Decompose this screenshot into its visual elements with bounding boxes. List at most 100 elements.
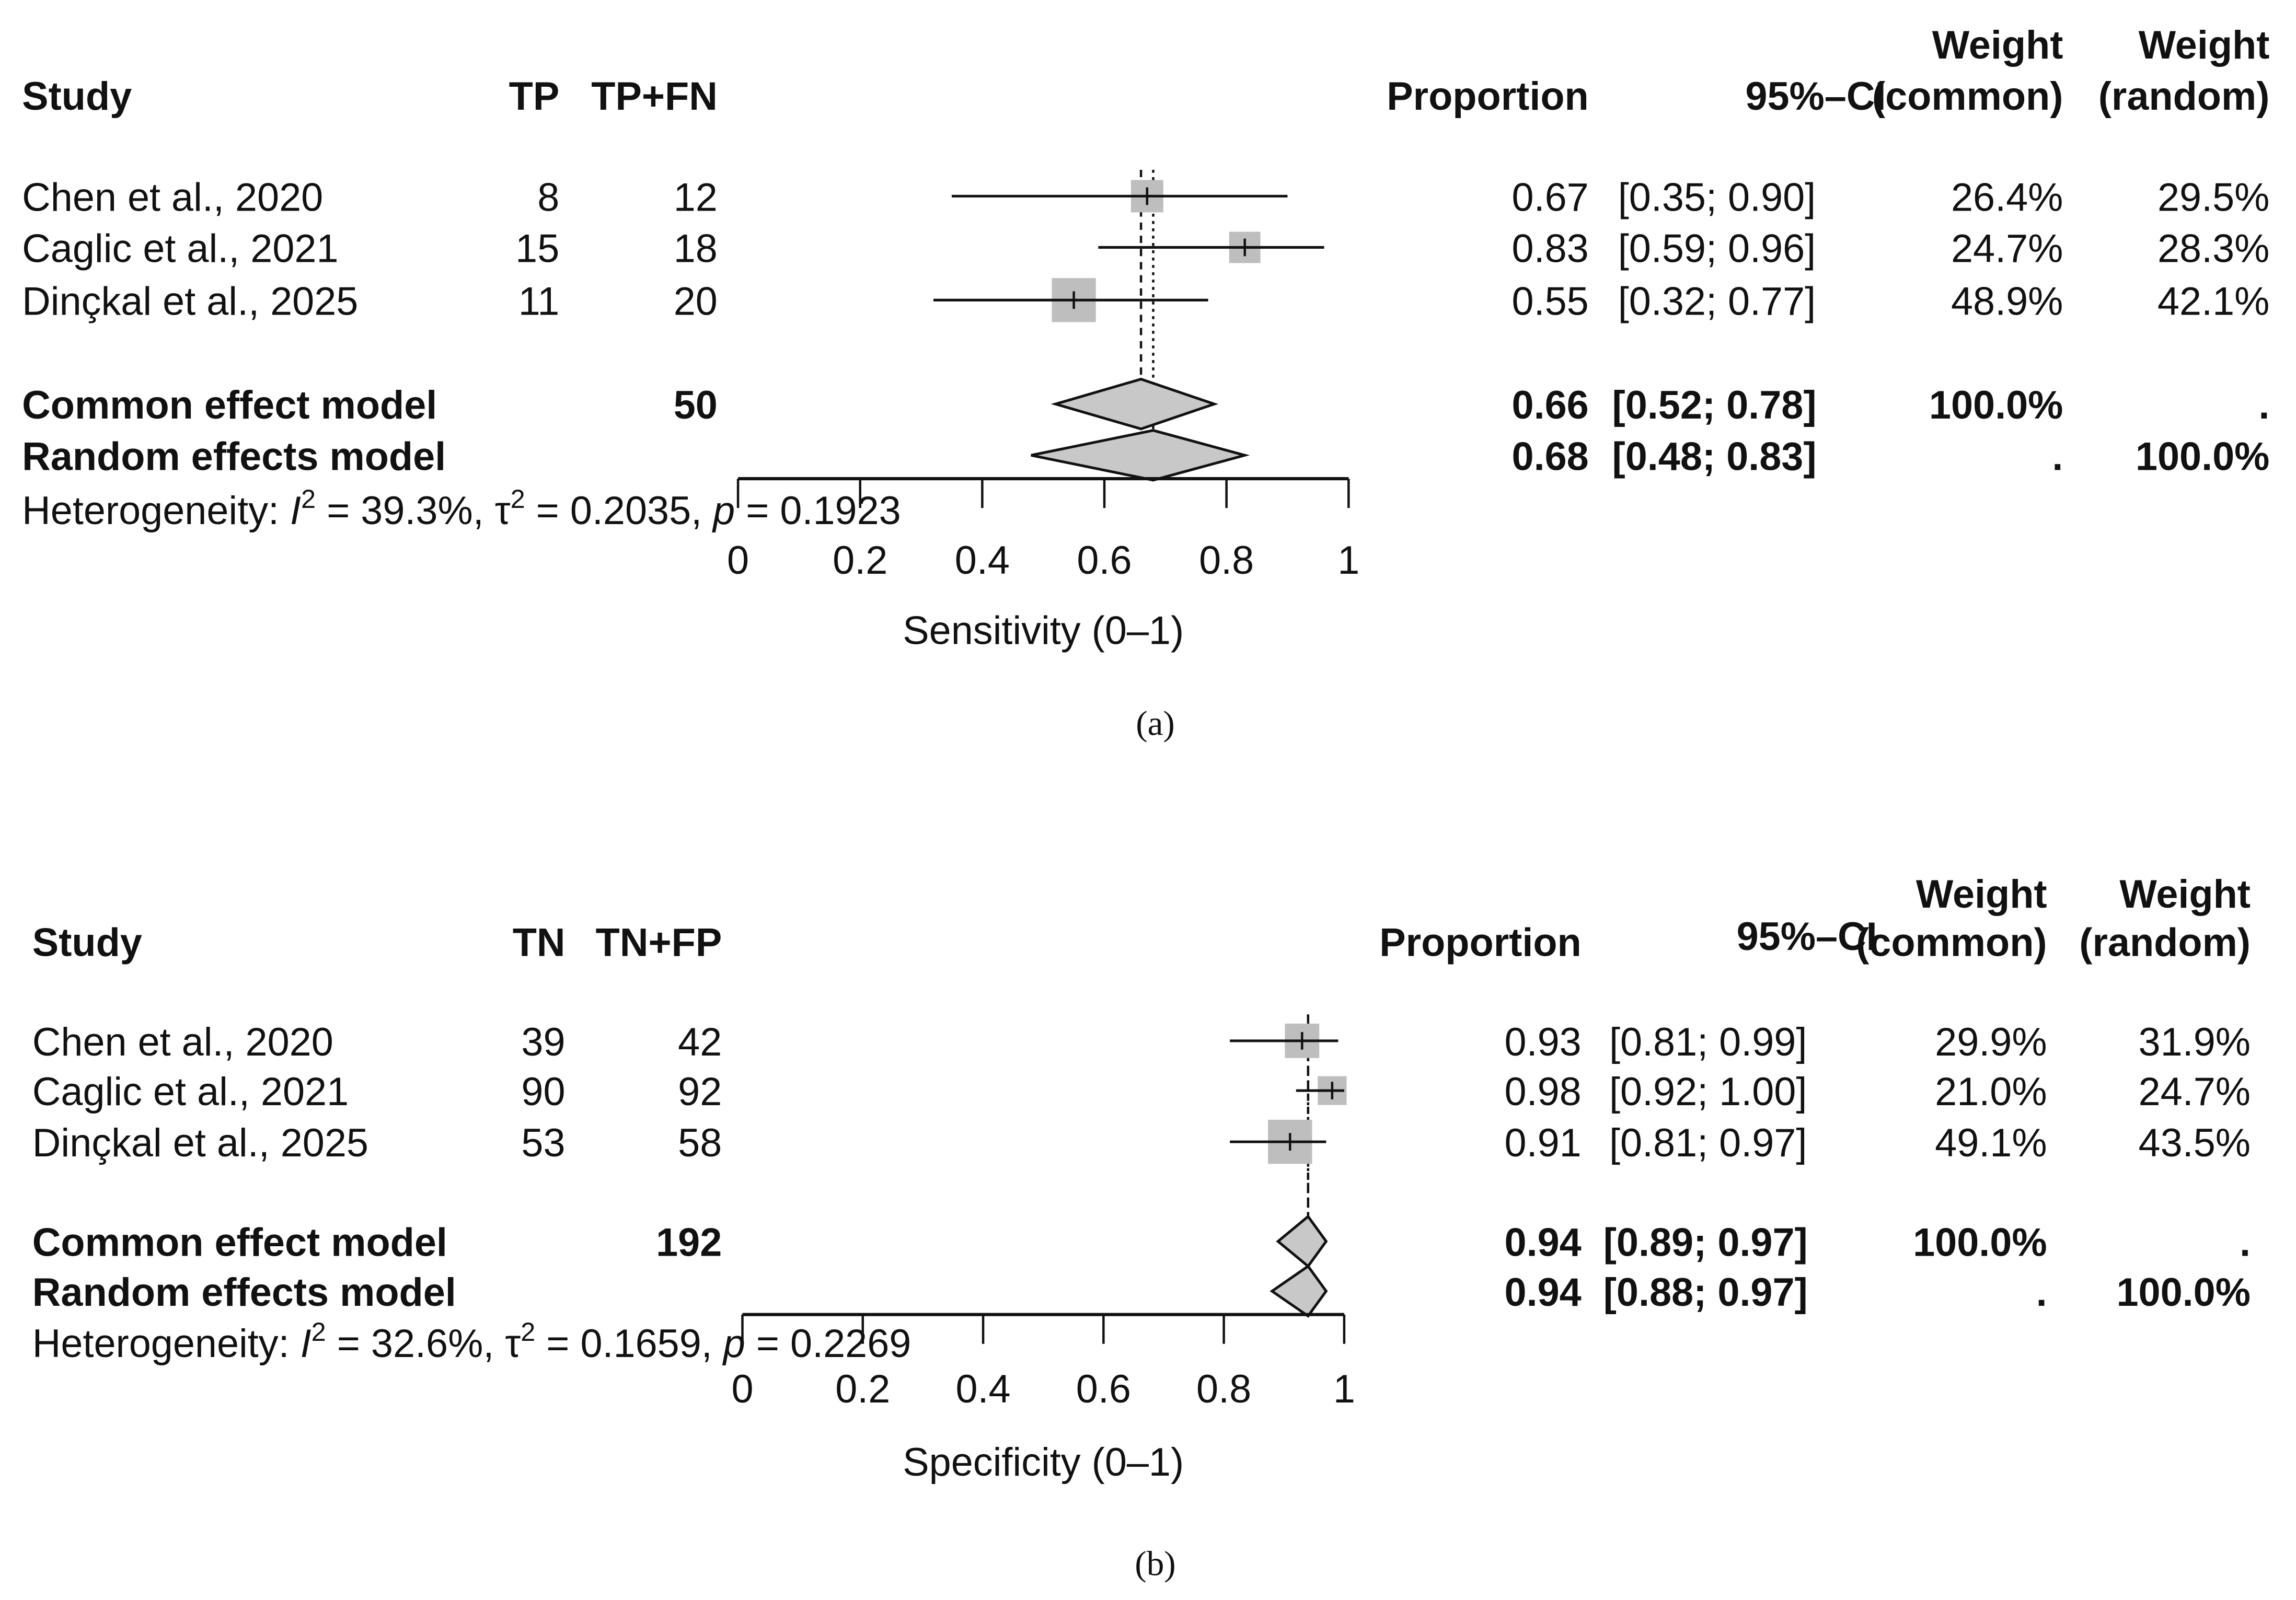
heterogeneity-tau-symbol: τ: [505, 1322, 521, 1366]
header-weight-random-sub: (random): [2079, 921, 2251, 965]
heterogeneity-sup: 2: [511, 484, 525, 514]
header-events: TP: [509, 75, 560, 119]
heterogeneity-label: Heterogeneity:: [32, 1322, 301, 1366]
study-weight-random: 28.3%: [2157, 227, 2269, 271]
random-model-diamond: [1031, 429, 1250, 482]
study-ci: [0.92; 1.00]: [1609, 1070, 1807, 1114]
study-events: 15: [515, 227, 559, 271]
heterogeneity-p: = 0.2269: [745, 1322, 912, 1366]
common-model-label: Common effect model: [22, 384, 437, 427]
study-weight-common: 24.7%: [1951, 227, 2063, 271]
header-weight-common-sub: (common): [1856, 921, 2047, 965]
common-model-label: Common effect model: [32, 1221, 447, 1265]
common-model-proportion: 0.66: [1512, 384, 1589, 427]
header-proportion: Proportion: [1379, 921, 1581, 965]
heterogeneity-tau2: = 0.1659,: [535, 1322, 723, 1366]
study-name: Dinçkal et al., 2025: [32, 1121, 368, 1165]
common-model-weight-common: 100.0%: [1929, 384, 2063, 427]
x-tick-label: 0: [727, 539, 749, 583]
study-weight-common: 21.0%: [1935, 1070, 2047, 1114]
study-ci: [0.59; 0.96]: [1618, 227, 1816, 271]
x-tick-label: 1: [1333, 1367, 1355, 1411]
study-row: Dinçkal et al., 2025 53 58 0.91 [0.81; 0.97]…: [32, 1119, 2251, 1165]
header-weight-common: Weight: [1932, 24, 2063, 67]
figure-caption: (a): [1136, 703, 1175, 743]
random-model-weight-common: .: [2052, 435, 2063, 479]
header-study: Study: [32, 921, 142, 965]
study-total: 92: [678, 1070, 722, 1114]
header-weight-random-sub: (random): [2098, 75, 2270, 119]
heterogeneity-stats: Heterogeneity: I2 = 32.6%, τ2 = 0.1659, …: [32, 1317, 912, 1366]
study-weight-random: 29.5%: [2157, 176, 2269, 219]
x-tick-label: 0: [731, 1367, 753, 1411]
study-events: 90: [521, 1070, 565, 1114]
study-total: 42: [678, 1021, 722, 1064]
random-model-proportion: 0.94: [1505, 1271, 1582, 1315]
study-weight-random: 31.9%: [2139, 1021, 2251, 1064]
x-tick-label: 0.2: [833, 539, 887, 583]
common-model-diamond: [1276, 1214, 1328, 1268]
x-tick-label: 0.2: [835, 1367, 890, 1411]
study-events: 8: [537, 176, 559, 219]
study-weight-common: 26.4%: [1951, 176, 2063, 219]
heterogeneity-i2: = 32.6%,: [326, 1322, 505, 1366]
study-weight-random: 43.5%: [2139, 1121, 2251, 1165]
heterogeneity-p-symbol: p: [722, 1322, 745, 1366]
x-tick-label: 0.6: [1076, 1367, 1131, 1411]
study-weight-random: 24.7%: [2139, 1070, 2251, 1114]
common-model-weight-random: .: [2258, 384, 2269, 427]
study-events: 11: [518, 280, 560, 323]
study-ci: [0.81; 0.99]: [1609, 1021, 1807, 1064]
heterogeneity-sup: 2: [521, 1317, 535, 1347]
heterogeneity-tau2: = 0.2035,: [525, 489, 713, 533]
heterogeneity-p-symbol: p: [712, 489, 735, 533]
study-ci: [0.32; 0.77]: [1618, 280, 1816, 323]
study-total: 20: [674, 280, 718, 323]
study-total: 18: [674, 227, 718, 271]
common-model-row: Common effect model 192 0.94 [0.89; 0.97] 10…: [32, 1214, 2251, 1268]
random-model-row: Random effects model 0.94 [0.88; 0.97]. 100…: [32, 1264, 2251, 1318]
study-total: 12: [674, 176, 718, 219]
common-model-ci: [0.52; 0.78]: [1612, 384, 1817, 427]
study-row: Chen et al., 2020 39 42 0.93 [0.81; 0.99] 29.…: [32, 1021, 2251, 1064]
study-proportion: 0.67: [1512, 176, 1589, 219]
header-weight-common-sub: (common): [1872, 75, 2063, 119]
study-row: Chen et al., 2020 8 12 0.67 [0.35; 0.90] 26.4…: [22, 176, 2269, 219]
heterogeneity-tau-symbol: τ: [495, 489, 511, 533]
forest-panel-a: Study TP TP+FN Proportion 95%–CI Weight (commo…: [22, 24, 2269, 743]
x-tick-label: 0.8: [1196, 1367, 1251, 1411]
common-model-weight-common: 100.0%: [1913, 1221, 2047, 1265]
study-row: Dinçkal et al., 2025 11 20 0.55 [0.32; 0.77]…: [22, 278, 2269, 323]
random-model-weight-random: 100.0%: [2117, 1271, 2251, 1315]
study-total: 58: [678, 1121, 722, 1165]
random-model-proportion: 0.68: [1512, 435, 1589, 479]
study-weight-common: 29.9%: [1935, 1021, 2047, 1064]
x-tick-label: 0.6: [1077, 539, 1132, 583]
header-study: Study: [22, 75, 132, 119]
x-tick-label: 0.4: [955, 539, 1010, 583]
common-model-ci: [0.89; 0.97]: [1603, 1221, 1808, 1265]
header-total: TN+FP: [596, 921, 722, 965]
study-ci: [0.35; 0.90]: [1618, 176, 1816, 219]
header-events: TN: [513, 921, 566, 965]
study-name: Caglic et al., 2021: [22, 227, 338, 271]
random-model-ci: [0.48; 0.83]: [1612, 435, 1817, 479]
random-model-weight-common: .: [2036, 1271, 2047, 1315]
study-weight-common: 48.9%: [1951, 280, 2063, 323]
random-model-label: Random effects model: [22, 435, 446, 479]
common-model-weight-random: .: [2240, 1221, 2251, 1265]
header-proportion: Proportion: [1387, 75, 1588, 119]
x-tick-label: 0.8: [1199, 539, 1254, 583]
study-name: Chen et al., 2020: [32, 1021, 333, 1064]
heterogeneity-i2: = 39.3%,: [316, 489, 495, 533]
x-tick-label: 1: [1337, 539, 1359, 583]
common-model-total: 192: [656, 1221, 722, 1265]
heterogeneity-sup: 2: [301, 484, 316, 514]
header-ci: 95%–CI: [1745, 75, 1886, 119]
study-name: Dinçkal et al., 2025: [22, 280, 358, 323]
figure-caption: (b): [1135, 1544, 1175, 1583]
study-proportion: 0.98: [1505, 1070, 1582, 1114]
study-weight-common: 49.1%: [1935, 1121, 2047, 1165]
study-weight-random: 42.1%: [2157, 280, 2269, 323]
study-row: Caglic et al., 2021 15 18 0.83 [0.59; 0.96] 2…: [22, 227, 2269, 271]
